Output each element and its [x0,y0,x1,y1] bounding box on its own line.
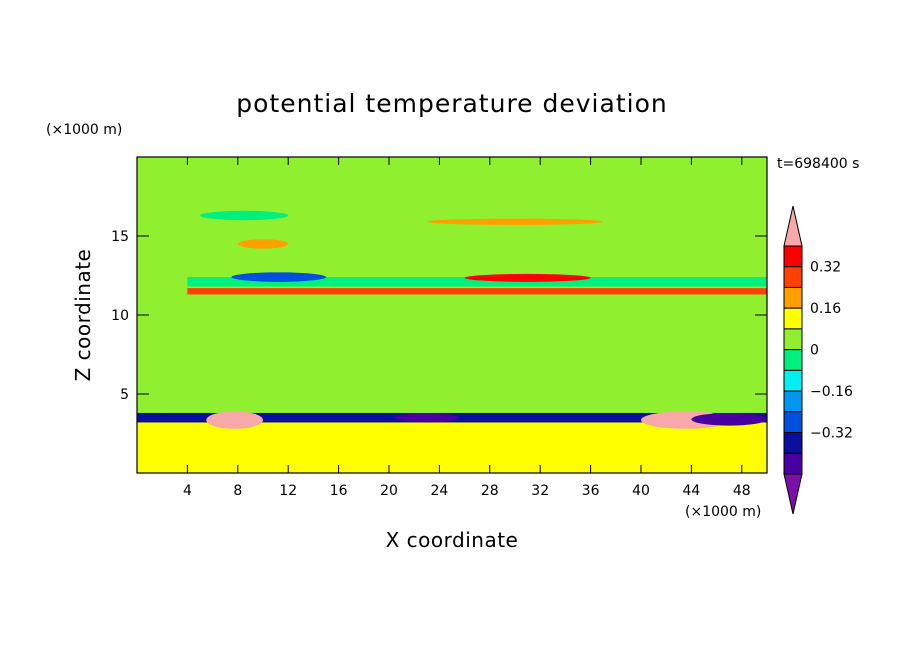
colorbar-label: 0 [810,343,819,359]
x-axis-title: X coordinate [386,528,519,552]
colorbar-segment [783,390,803,413]
y-axis-ticks: 5 10 15 [111,229,767,403]
colorbar-label: −0.32 [810,426,853,442]
colorbar-segment [783,286,803,309]
field-band-2 [137,288,767,295]
x-tick-label: 4 [183,483,192,499]
colorbar-bottom-arrow [783,473,803,515]
field-feature-15 [389,310,452,410]
colorbar-segment [783,411,803,434]
x-tick-label: 12 [279,483,297,499]
x-tick-label: 48 [733,483,751,499]
field-feature-14 [559,296,610,412]
field-feature-12 [395,412,459,423]
colorbar-segment [783,349,803,371]
colorbar: 0.32 0.16 0 −0.16 −0.32 [783,205,853,515]
x-tick-label: 32 [531,483,549,499]
field-feature-8 [426,218,604,225]
field-feature-7 [464,273,591,282]
colorbar-segment [783,328,803,351]
x-axis-ticks: 4 8 12 16 20 24 28 32 36 40 44 48 [183,157,751,499]
x-tick-label: 36 [582,483,600,499]
field-feature-13 [691,412,767,426]
x-tick-label: 8 [233,483,242,499]
colorbar-top-arrow [783,205,803,247]
x-tick-label: 24 [430,483,448,499]
y-tick-label: 5 [120,387,129,403]
colorbar-segment [783,432,803,454]
colorbar-label: 0.32 [810,260,841,276]
field-feature-4 [137,157,188,413]
y-tick-label: 10 [111,308,129,324]
heatmap-field [137,157,767,473]
colorbar-segment [783,452,803,475]
colorbar-label: −0.16 [810,384,853,400]
x-tick-label: 40 [632,483,650,499]
field-band-3 [137,277,767,287]
colorbar-segment [783,245,803,268]
x-tick-label: 44 [682,483,700,499]
time-label: t=698400 s [777,156,859,172]
field-feature-6 [231,272,326,282]
colorbar-segment [783,266,803,288]
colorbar-segment [783,307,803,330]
field-feature-5 [237,239,289,249]
x-tick-label: 28 [481,483,499,499]
y-tick-label: 15 [111,229,129,245]
field-feature-17 [313,157,327,221]
colorbar-label: 0.16 [810,301,841,317]
x-tick-label: 16 [330,483,348,499]
y-axis-unit: (×1000 m) [46,122,122,138]
field-feature-10 [206,411,263,429]
chart-title: potential temperature deviation [236,89,667,118]
colorbar-segment [783,369,803,392]
field-band-0 [137,422,767,473]
x-tick-label: 20 [380,483,398,499]
y-axis-title: Z coordinate [71,249,95,382]
field-feature-9 [200,210,289,221]
x-axis-unit: (×1000 m) [685,504,761,520]
field-feature-16 [590,157,767,221]
